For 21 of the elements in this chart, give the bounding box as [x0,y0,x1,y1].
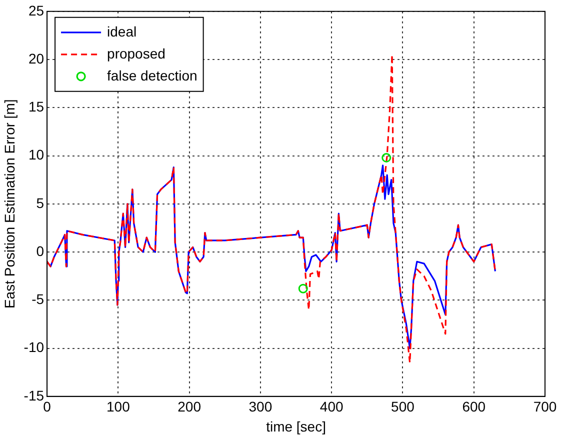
y-tick-label: 0 [36,242,44,259]
y-tick-label: -10 [24,339,44,356]
legend-label: false detection [107,67,198,84]
x-tick-label: 700 [533,398,557,415]
y-tick-label: 5 [36,194,44,211]
y-tick-label: 10 [28,146,44,163]
y-tick-label: 25 [28,2,44,18]
x-tick-label: 200 [178,398,202,415]
x-tick-label: 100 [106,398,130,415]
y-tick-label: -5 [32,291,44,308]
legend-label: ideal [107,23,137,40]
x-tick-label: 400 [320,398,344,415]
y-axis-title: East Position Estimation Error [m] [1,99,18,309]
x-axis-title: time [sec] [266,418,326,434]
x-tick-label: 600 [462,398,486,415]
y-tick-label: 20 [28,50,44,66]
y-tick-label: -15 [24,387,44,404]
legend-label: proposed [107,45,166,62]
x-tick-label: 300 [248,398,272,415]
x-tick-label: 500 [391,398,415,415]
y-tick-label: 15 [28,98,44,115]
